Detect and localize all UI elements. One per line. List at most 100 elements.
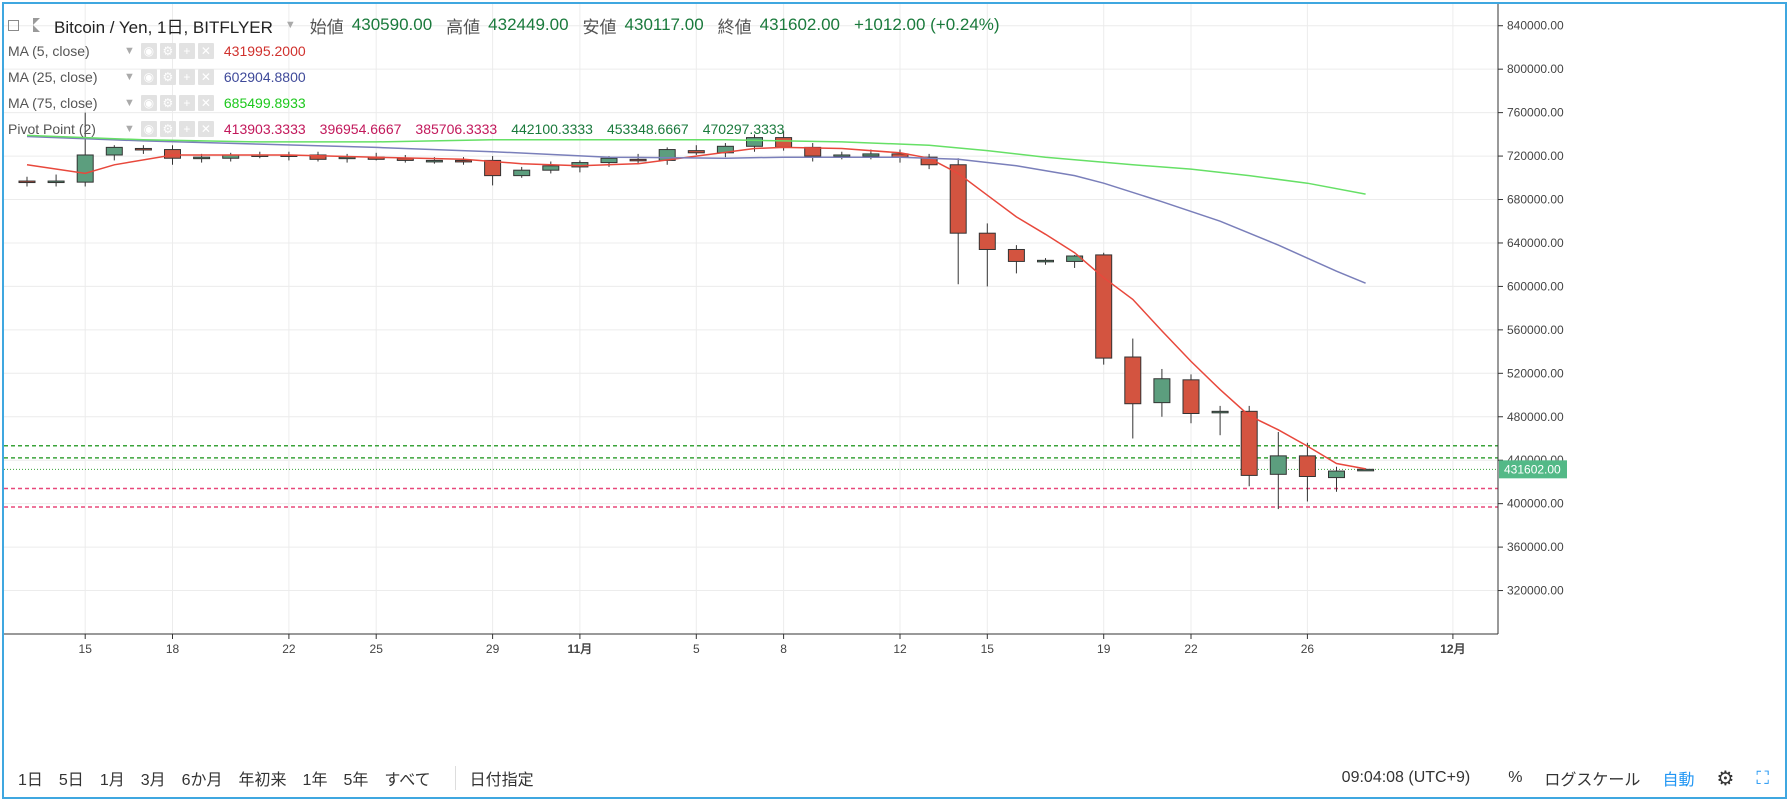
plus-icon[interactable]: + xyxy=(178,43,195,59)
indicator-row[interactable]: Pivot Point (2) ▼ ◉ ⚙ + ✕ 413903.3333 396954.66… xyxy=(8,116,1000,142)
candle-body xyxy=(833,154,851,157)
x-tick-label: 18 xyxy=(166,642,180,656)
indicator-name[interactable]: Pivot Point (2) xyxy=(8,121,96,137)
auto-scale-toggle[interactable]: 自動 xyxy=(1662,772,1695,789)
low-label: 安値 xyxy=(582,17,617,37)
indicator-name[interactable]: MA (25, close) xyxy=(8,69,98,85)
indicator-value: 685499.8933 xyxy=(223,95,306,111)
toolbar-divider xyxy=(454,766,456,790)
candle-body xyxy=(542,165,560,171)
indicator-name[interactable]: MA (75, close) xyxy=(8,95,98,111)
gear-icon[interactable]: ⚙ xyxy=(159,121,176,137)
candlestick-chart[interactable]: 320000.00360000.00400000.00440000.004800… xyxy=(4,4,1783,760)
gear-icon[interactable]: ⚙ xyxy=(159,95,176,111)
x-tick-label: 25 xyxy=(370,642,384,656)
y-tick-label: 840000.00 xyxy=(1507,19,1564,33)
chevron-down-icon[interactable]: ▼ xyxy=(124,45,135,57)
period-button[interactable]: 年初来 xyxy=(238,772,287,789)
plus-icon[interactable]: + xyxy=(178,95,195,111)
x-tick-label: 11月 xyxy=(568,642,593,656)
y-tick-label: 760000.00 xyxy=(1507,106,1564,120)
y-tick-label: 560000.00 xyxy=(1507,323,1564,337)
indicator-value: 431995.2000 xyxy=(223,43,306,59)
indicator-row[interactable]: MA (25, close) ▼ ◉ ⚙ + ✕ 602904.8800 xyxy=(8,64,1000,90)
candle-body xyxy=(571,162,589,168)
x-tick-label: 15 xyxy=(79,642,93,656)
period-button[interactable]: 1年 xyxy=(302,772,328,789)
percent-toggle[interactable]: % xyxy=(1508,769,1523,786)
period-button[interactable]: 1月 xyxy=(99,772,125,789)
period-button[interactable]: すべて xyxy=(384,772,431,789)
gear-icon[interactable]: ⚙ xyxy=(159,69,176,85)
indicator-row[interactable]: MA (5, close) ▼ ◉ ⚙ + ✕ 431995.2000 xyxy=(8,38,1000,64)
symbol-title[interactable]: Bitcoin / Yen, 1日, BITFLYER xyxy=(54,17,273,37)
plus-icon[interactable]: + xyxy=(178,121,195,137)
indicator-buttons: ◉ ⚙ + ✕ xyxy=(140,95,214,111)
flag-icon[interactable] xyxy=(33,18,40,32)
period-button[interactable]: 5日 xyxy=(58,772,84,789)
clock-time[interactable]: 09:04:08 (UTC+9) xyxy=(1341,769,1471,786)
indicator-name[interactable]: MA (5, close) xyxy=(8,43,90,59)
ma-line xyxy=(26,134,1366,195)
candle-body xyxy=(18,180,36,184)
gear-icon[interactable]: ⚙ xyxy=(1716,767,1735,790)
eye-icon[interactable]: ◉ xyxy=(140,95,157,111)
candle-body xyxy=(193,156,211,160)
chart-legend: Bitcoin / Yen, 1日, BITFLYER ▼ 始値 430590.… xyxy=(8,12,1000,142)
close-icon[interactable]: ✕ xyxy=(197,95,214,111)
candle-body xyxy=(1095,254,1113,359)
x-tick-label: 22 xyxy=(282,642,296,656)
candle-body xyxy=(687,150,705,154)
candle-body xyxy=(629,158,647,162)
indicator-value: 396954.6667 xyxy=(319,121,402,137)
symbol-header[interactable]: Bitcoin / Yen, 1日, BITFLYER ▼ 始値 430590.… xyxy=(8,12,1000,38)
x-tick-label: 8 xyxy=(780,642,787,656)
close-value: 431602.00 xyxy=(759,15,841,34)
candle-body xyxy=(1357,468,1375,472)
indicator-value: 453348.6667 xyxy=(606,121,689,137)
date-range-button[interactable]: 日付指定 xyxy=(469,772,534,789)
candle-body xyxy=(1153,378,1171,404)
eye-icon[interactable]: ◉ xyxy=(140,69,157,85)
candle-body xyxy=(1124,356,1142,405)
gear-icon[interactable]: ⚙ xyxy=(159,43,176,59)
candle-body xyxy=(746,137,763,147)
chevron-down-icon[interactable]: ▼ xyxy=(124,71,135,83)
plus-icon[interactable]: + xyxy=(178,69,195,85)
x-tick-label: 12 xyxy=(893,642,907,656)
period-button[interactable]: 5年 xyxy=(343,772,369,789)
candle-body xyxy=(134,147,152,151)
x-tick-label: 15 xyxy=(981,642,995,656)
bottom-toolbar: 1日 5日 1月 3月 6か月 年初来 1年 5年 すべて 日付指定 09:04:08 (UTC… xyxy=(4,760,1783,796)
candle-body xyxy=(978,232,996,250)
chevron-down-icon[interactable]: ▼ xyxy=(284,19,296,31)
low-value: 430117.00 xyxy=(624,15,704,34)
y-tick-label: 600000.00 xyxy=(1507,279,1564,293)
x-tick-label: 12月 xyxy=(1440,642,1465,656)
y-tick-label: 400000.00 xyxy=(1507,497,1564,511)
indicator-value: 413903.3333 xyxy=(223,121,306,137)
collapse-icon[interactable] xyxy=(8,19,19,31)
last-price-label: 431602.00 xyxy=(1504,462,1561,476)
y-tick-label: 640000.00 xyxy=(1507,236,1564,250)
period-button[interactable]: 6か月 xyxy=(181,772,223,789)
period-button[interactable]: 3月 xyxy=(140,772,166,789)
period-selector: 1日 5日 1月 3月 6か月 年初来 1年 5年 すべて xyxy=(4,766,447,790)
open-value: 430590.00 xyxy=(351,15,433,34)
period-button[interactable]: 1日 xyxy=(18,772,43,789)
change-value: +1012.00 (+0.24%) xyxy=(854,15,1000,34)
candle-body xyxy=(1240,410,1258,476)
log-scale-toggle[interactable]: ログスケール xyxy=(1544,772,1641,789)
eye-icon[interactable]: ◉ xyxy=(140,121,157,137)
indicator-value: 442100.3333 xyxy=(511,121,593,137)
close-icon[interactable]: ✕ xyxy=(197,43,214,59)
indicator-row[interactable]: MA (75, close) ▼ ◉ ⚙ + ✕ 685499.8933 xyxy=(8,90,1000,116)
fullscreen-icon[interactable]: ⛶ xyxy=(1756,767,1769,788)
high-value: 432449.00 xyxy=(488,15,569,34)
close-icon[interactable]: ✕ xyxy=(197,69,214,85)
chevron-down-icon[interactable]: ▼ xyxy=(124,97,135,109)
chevron-down-icon[interactable]: ▼ xyxy=(124,123,135,135)
y-tick-label: 360000.00 xyxy=(1507,540,1564,554)
eye-icon[interactable]: ◉ xyxy=(140,43,157,59)
close-icon[interactable]: ✕ xyxy=(197,121,214,137)
